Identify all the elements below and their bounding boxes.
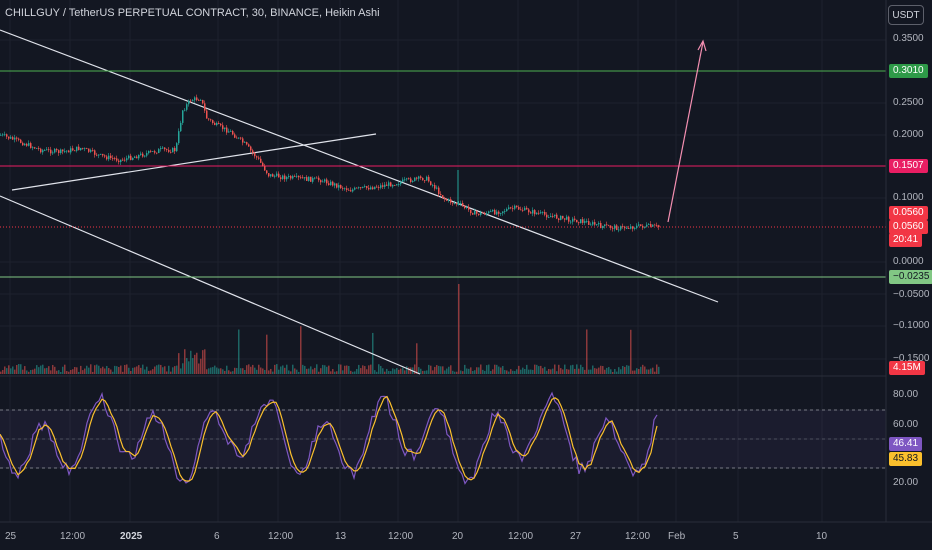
price-label-resistance-mid[interactable]: 0.1507 <box>889 159 928 173</box>
time-axis-tick: 6 <box>214 531 220 542</box>
time-axis-tick: 20 <box>452 531 464 542</box>
price-axis-tick: 0.1000 <box>893 192 924 203</box>
trend-line-lower-descending[interactable] <box>0 195 421 375</box>
stoch-rsi-k-line <box>0 391 658 485</box>
rsi-axis-tick: 20.00 <box>893 477 919 488</box>
volume-label: 4.15M <box>889 361 925 375</box>
time-axis-tick: 25 <box>5 531 17 542</box>
rsi-axis-tick: 80.00 <box>893 389 919 400</box>
trend-lines[interactable] <box>0 29 719 375</box>
price-axis-tick: −0.0500 <box>893 289 930 300</box>
grid-lines <box>0 0 886 522</box>
price-label-support-bottom[interactable]: −0.0235 <box>889 270 932 284</box>
stoch-rsi-k-label: 46.41 <box>889 437 923 451</box>
volume-bars <box>0 284 660 374</box>
heikin-ashi-candles <box>0 94 660 233</box>
chart-title: CHILLGUY / TetherUS PERPETUAL CONTRACT, … <box>5 7 380 19</box>
time-axis-tick: 10 <box>816 531 828 542</box>
stoch-rsi-d-line <box>0 395 658 482</box>
price-axis-tick: 0.2500 <box>893 97 924 108</box>
price-axis-tick: 0.2000 <box>893 129 924 140</box>
time-axis-tick: 12:00 <box>60 531 86 542</box>
time-axis-tick: 12:00 <box>268 531 294 542</box>
currency-button[interactable]: USDT <box>888 5 924 25</box>
countdown-label: 20:41 <box>889 233 923 247</box>
projection-arrow[interactable] <box>667 39 707 223</box>
time-axis-tick: 5 <box>733 531 739 542</box>
time-axis-tick: 12:00 <box>508 531 534 542</box>
price-axis-tick: −0.1500 <box>893 353 930 364</box>
trend-line-ascending[interactable] <box>11 133 377 191</box>
price-label-close: 0.0560 <box>889 220 928 234</box>
time-axis-tick: 27 <box>570 531 582 542</box>
time-axis-tick: Feb <box>668 531 686 542</box>
time-axis-tick: 2025 <box>120 531 143 542</box>
time-axis-tick: 12:00 <box>388 531 414 542</box>
stoch-rsi-d-label: 45.83 <box>889 452 923 466</box>
price-axis-tick: 0.0000 <box>893 256 924 267</box>
time-axis-tick: 12:00 <box>625 531 651 542</box>
price-label-resistance-top[interactable]: 0.3010 <box>889 64 928 78</box>
price-axis-tick: 0.3500 <box>893 33 924 44</box>
price-axis-tick: −0.1000 <box>893 320 930 331</box>
time-axis-tick: 13 <box>335 531 347 542</box>
price-label-last: 0.0560 <box>889 206 928 220</box>
rsi-axis-tick: 60.00 <box>893 419 919 430</box>
